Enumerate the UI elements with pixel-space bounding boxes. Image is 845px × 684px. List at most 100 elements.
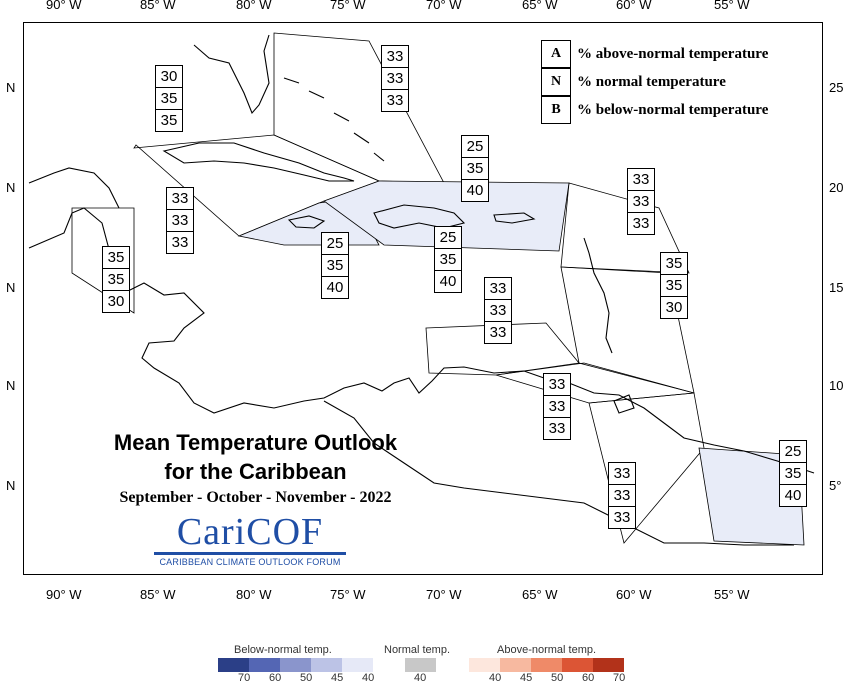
- title-line-1: Mean Temperature Outlook: [113, 430, 398, 455]
- prob-below: 40: [439, 273, 457, 290]
- zone-bahamas: [273, 32, 445, 184]
- legend-text-above: % above-normal temperature: [577, 45, 769, 62]
- lon-tick-top-80: 80° W: [236, 0, 272, 12]
- lon-tick-bottom-65: 65° W: [522, 587, 558, 602]
- prob-below: 30: [107, 293, 125, 310]
- lat-tick-right-15: 15: [829, 280, 844, 295]
- scale-label-above: Above-normal temp.: [497, 644, 597, 656]
- lon-tick-top-60: 60° W: [616, 0, 652, 12]
- prob-above: 25: [435, 227, 461, 249]
- prob-normal: 33: [544, 396, 570, 418]
- above-number-2: 50: [551, 672, 564, 684]
- prob-above: 33: [382, 46, 408, 68]
- prob-normal: 33: [628, 191, 654, 213]
- title-period: September - October - November - 2022: [119, 489, 392, 506]
- zone-trinidad: [495, 362, 695, 404]
- prob-box-windwards: 35 35 30: [660, 252, 688, 319]
- prob-normal: 35: [322, 255, 348, 277]
- coast-mexico: [28, 167, 120, 209]
- above-number-0: 40: [489, 672, 502, 684]
- coast-cuba: [162, 142, 355, 182]
- prob-above: 25: [462, 136, 488, 158]
- lat-tick-right-5: 5°: [829, 478, 842, 493]
- below-swatch-2: [280, 658, 311, 672]
- coast-florida: [193, 34, 270, 115]
- prob-box-northern-leewards: 33 33 33: [627, 168, 655, 235]
- lat-tick-right-25: 25: [829, 80, 844, 95]
- below-swatch-0: [218, 658, 249, 672]
- lat-tick-left-15: N: [6, 280, 16, 295]
- logo-subtitle: CARIBBEAN CLIMATE OUTLOOK FORUM: [159, 557, 341, 567]
- legend-row-normal: N % normal temperature: [541, 68, 768, 96]
- below-number-4: 40: [362, 672, 375, 684]
- prob-below: 33: [171, 234, 189, 251]
- prob-below: 33: [548, 420, 566, 437]
- prob-normal: 33: [382, 68, 408, 90]
- legend-key-normal: N: [541, 68, 571, 96]
- lon-tick-top-55: 55° W: [714, 0, 750, 12]
- logo-underline: [154, 552, 346, 555]
- coast-south-america: [323, 400, 794, 546]
- coast-trinidad: [613, 394, 635, 414]
- prob-above: 33: [609, 463, 635, 485]
- lon-tick-bottom-60: 60° W: [616, 587, 652, 602]
- legend-key-above: A: [541, 40, 571, 68]
- map-title: Mean Temperature Outlook for the Caribbe…: [78, 428, 433, 507]
- map-legend: A % above-normal temperature N % normal …: [541, 40, 768, 124]
- above-swatch-0: [469, 658, 500, 672]
- coast-jamaica: [287, 215, 326, 229]
- caricof-logo: CariCOF CARIBBEAN CLIMATE OUTLOOK FORUM: [150, 512, 350, 567]
- below-number-3: 45: [331, 672, 344, 684]
- prob-above: 25: [322, 233, 348, 255]
- above-number-1: 45: [520, 672, 533, 684]
- prob-normal: 33: [167, 210, 193, 232]
- coast-puerto-rico: [493, 212, 536, 224]
- prob-above: 33: [544, 374, 570, 396]
- coast-bahamas: [283, 77, 385, 162]
- below-number-1: 60: [269, 672, 282, 684]
- above-number-4: 70: [613, 672, 626, 684]
- prob-below: 33: [613, 509, 631, 526]
- prob-box-hispaniola: 25 35 40: [461, 135, 489, 202]
- lat-tick-right-10: 10: [829, 378, 844, 393]
- lon-tick-top-90: 90° W: [46, 0, 82, 12]
- coast-central-america: [28, 207, 815, 474]
- lon-tick-bottom-70: 70° W: [426, 587, 462, 602]
- prob-box-puerto-rico: 25 35 40: [434, 226, 462, 293]
- prob-below: 40: [466, 182, 484, 199]
- prob-normal: 35: [661, 275, 687, 297]
- prob-normal: 35: [103, 269, 129, 291]
- below-number-0: 70: [238, 672, 251, 684]
- prob-above: 30: [156, 66, 182, 88]
- above-swatch-4: [593, 658, 624, 672]
- prob-above: 35: [103, 247, 129, 269]
- coast-hispaniola: [373, 204, 466, 229]
- zone-belize: [71, 207, 135, 314]
- lon-tick-bottom-80: 80° W: [236, 587, 272, 602]
- map-frame: [23, 22, 823, 575]
- prob-box-jamaica: 25 35 40: [321, 232, 349, 299]
- prob-below: 40: [784, 487, 802, 504]
- scale-label-below: Below-normal temp.: [234, 644, 332, 656]
- normal-number: 40: [414, 672, 427, 684]
- lat-tick-left-5: N: [6, 478, 16, 493]
- below-swatch-1: [249, 658, 280, 672]
- lon-tick-bottom-85: 85° W: [140, 587, 176, 602]
- lon-tick-bottom-90: 90° W: [46, 587, 82, 602]
- legend-row-above: A % above-normal temperature: [541, 40, 768, 68]
- prob-box-bahamas: 33 33 33: [381, 45, 409, 112]
- prob-box-guyana: 33 33 33: [608, 462, 636, 529]
- prob-normal: 33: [609, 485, 635, 507]
- coast-lesser-antilles: [583, 237, 613, 354]
- above-swatch-1: [500, 658, 531, 672]
- prob-below: 40: [326, 279, 344, 296]
- lat-tick-right-20: 20: [829, 180, 844, 195]
- zone-suriname: [698, 447, 805, 546]
- prob-box-abc-islands: 33 33 33: [484, 277, 512, 344]
- prob-normal: 35: [780, 463, 806, 485]
- prob-box-trinidad: 33 33 33: [543, 373, 571, 440]
- prob-above: 33: [167, 188, 193, 210]
- lat-tick-left-20: N: [6, 180, 16, 195]
- lon-tick-top-70: 70° W: [426, 0, 462, 12]
- lon-tick-bottom-55: 55° W: [714, 587, 750, 602]
